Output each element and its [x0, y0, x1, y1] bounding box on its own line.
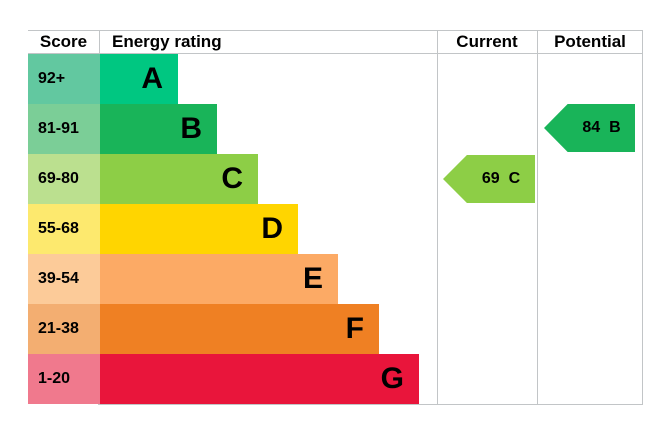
header-underline [28, 53, 643, 54]
band-e-letter: E [302, 262, 323, 295]
band-d-score-cell: 55-68 [28, 204, 100, 254]
band-d-letter: D [261, 212, 283, 245]
band-d-score-label: 55-68 [38, 220, 79, 237]
current-column-divider [437, 30, 438, 404]
band-c-score-label: 69-80 [38, 170, 79, 187]
band-d-bar: D [100, 204, 298, 254]
band-row-c: 69-80 C [28, 154, 643, 204]
band-row-g: 1-20 G [28, 354, 643, 404]
band-row-b: 81-91 B [28, 104, 643, 154]
energy-rating-column-header: Energy rating [112, 32, 222, 51]
band-f-bar: F [100, 304, 379, 354]
band-row-d: 55-68 D [28, 204, 643, 254]
table-bottom-border [98, 404, 643, 405]
band-f-score-label: 21-38 [38, 320, 79, 337]
score-column-divider [99, 30, 100, 53]
band-g-bar: G [100, 354, 419, 404]
band-c-letter: C [221, 162, 243, 195]
band-a-bar: A [100, 54, 178, 104]
band-e-score-label: 39-54 [38, 270, 79, 287]
table-top-border [28, 30, 643, 31]
band-c-score-cell: 69-80 [28, 154, 100, 204]
table-right-border [642, 30, 643, 404]
band-f-letter: F [345, 312, 364, 345]
current-rating-letter: C [508, 170, 521, 187]
band-b-score-cell: 81-91 [28, 104, 100, 154]
potential-column-divider [537, 30, 538, 404]
band-e-score-cell: 39-54 [28, 254, 100, 304]
band-g-letter: G [380, 362, 404, 395]
band-e-bar: E [100, 254, 338, 304]
band-rows: 92+ A 81-91 B 69-80 C 55-68 D 39-54 E 21… [28, 54, 643, 404]
band-c-bar: C [100, 154, 258, 204]
potential-rating-value: 84 [582, 119, 601, 136]
band-a-score-cell: 92+ [28, 54, 100, 104]
potential-rating-letter: B [609, 119, 621, 136]
band-b-letter: B [180, 112, 202, 145]
band-row-f: 21-38 F [28, 304, 643, 354]
potential-column-header: Potential [554, 32, 626, 51]
band-g-score-cell: 1-20 [28, 354, 100, 404]
band-a-letter: A [141, 62, 163, 95]
band-row-e: 39-54 E [28, 254, 643, 304]
band-row-a: 92+ A [28, 54, 643, 104]
current-column-header: Current [456, 32, 518, 51]
band-g-score-label: 1-20 [38, 370, 71, 387]
band-a-score-label: 92+ [38, 70, 66, 87]
band-b-bar: B [100, 104, 217, 154]
band-b-score-label: 81-91 [38, 120, 79, 137]
band-f-score-cell: 21-38 [28, 304, 100, 354]
score-column-header: Score [39, 32, 88, 51]
current-rating-value: 69 [481, 170, 500, 187]
